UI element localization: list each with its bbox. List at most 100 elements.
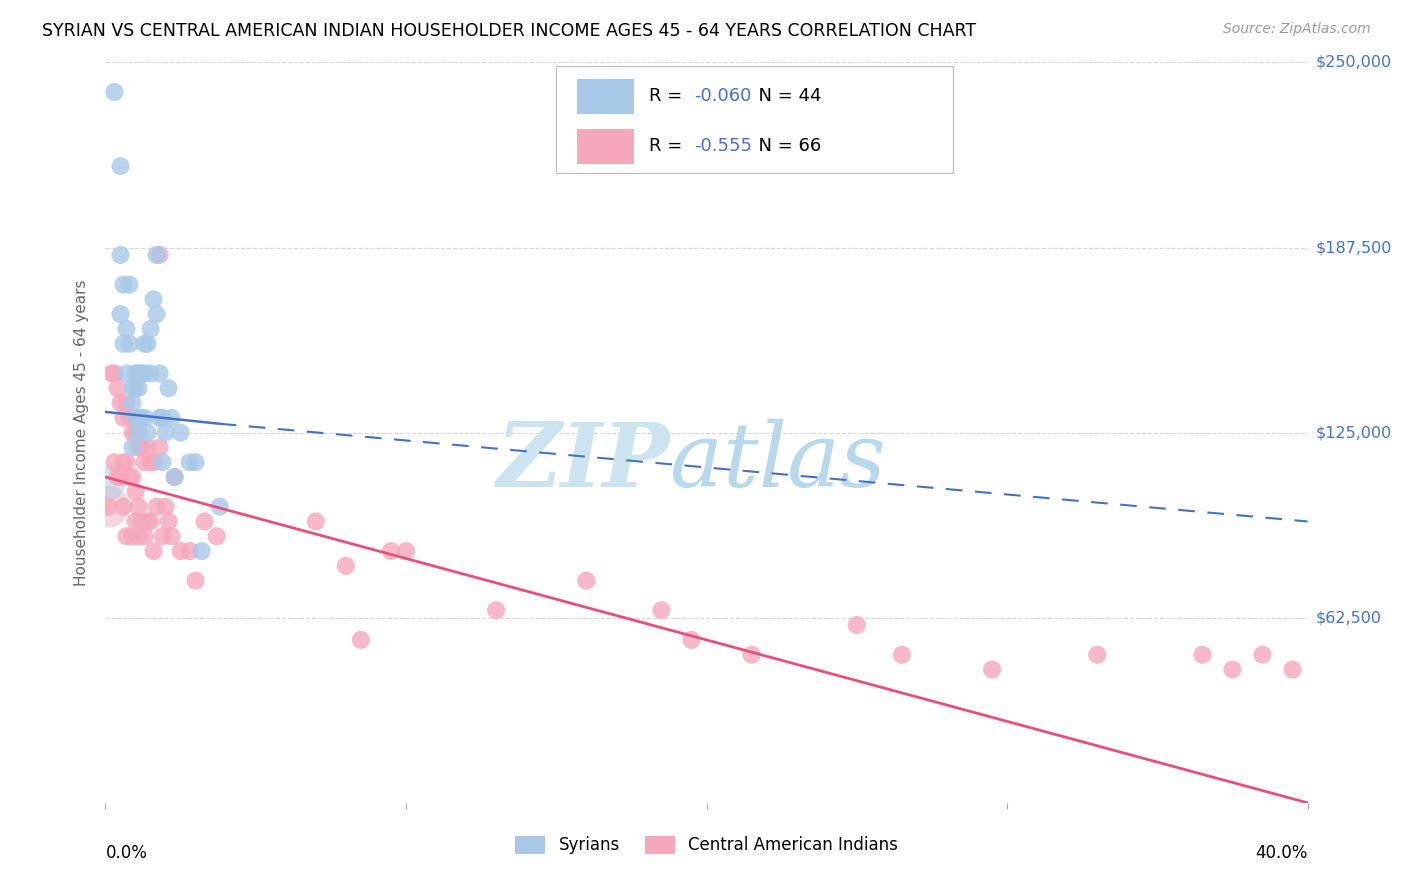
Point [650,603,672,617]
Text: -0.060: -0.060 [695,87,752,104]
Text: 40.0%: 40.0% [1256,844,1308,862]
Point [112,277,135,292]
Point [335,558,357,573]
Point [124,381,146,395]
Text: -0.555: -0.555 [695,136,752,154]
Text: $187,500: $187,500 [1316,240,1392,255]
Y-axis label: Householder Income Ages 45 - 64 years: Householder Income Ages 45 - 64 years [73,279,89,586]
Point [124,515,146,529]
Point [741,648,763,662]
Point [190,544,212,558]
Point [142,455,165,469]
FancyBboxPatch shape [557,66,953,173]
Point [136,441,159,455]
Point [142,544,165,558]
Point [110,248,132,262]
Point [184,574,207,588]
Text: $250,000: $250,000 [1316,55,1392,70]
Point [134,367,156,381]
Point [395,544,418,558]
Point [1281,663,1303,677]
Point [681,632,703,647]
Text: N = 66: N = 66 [748,136,821,154]
Legend: Syrians, Central American Indians: Syrians, Central American Indians [509,829,904,861]
Point [1085,648,1108,662]
Point [145,500,167,514]
Point [1191,648,1213,662]
Point [121,425,143,440]
Point [152,410,174,425]
Text: $125,000: $125,000 [1316,425,1392,440]
Point [107,470,129,484]
Point [157,381,180,395]
Point [134,410,156,425]
Point [163,470,186,484]
Point [148,441,170,455]
Point [115,455,138,469]
Point [134,336,156,351]
Point [115,396,138,410]
Point [139,515,162,529]
Point [110,470,132,484]
Point [845,618,868,632]
Point [139,322,162,336]
Point [380,544,402,558]
Point [131,410,153,425]
Point [139,455,162,469]
Point [184,455,207,469]
Text: Source: ZipAtlas.com: Source: ZipAtlas.com [1223,22,1371,37]
Text: R =: R = [648,136,688,154]
Point [155,500,177,514]
Point [118,336,141,351]
Point [136,515,159,529]
Point [145,307,167,321]
Point [103,85,125,99]
Point [115,367,138,381]
Text: $62,500: $62,500 [1316,610,1382,625]
Point [128,441,150,455]
Point [124,410,146,425]
Point [103,367,125,381]
Point [112,500,135,514]
Point [155,425,177,440]
Point [121,441,143,455]
Point [169,544,191,558]
Point [128,529,150,543]
Point [169,425,191,440]
Point [305,515,328,529]
Point [107,381,129,395]
Point [124,484,146,499]
Point [110,307,132,321]
Point [118,410,141,425]
Point [890,648,912,662]
Point [97,475,120,490]
Point [121,381,143,395]
Point [142,293,165,307]
Point [148,410,170,425]
Point [131,367,153,381]
Point [981,663,1004,677]
Point [148,248,170,262]
Text: R =: R = [648,87,688,104]
Text: 0.0%: 0.0% [105,844,148,862]
FancyBboxPatch shape [576,78,634,114]
Point [485,603,508,617]
Point [131,441,153,455]
Point [145,248,167,262]
Point [152,529,174,543]
Point [179,455,201,469]
Point [139,367,162,381]
Point [118,470,141,484]
Point [1251,648,1274,662]
Point [103,455,125,469]
Point [112,410,135,425]
Point [121,529,143,543]
Point [128,367,150,381]
Point [112,455,135,469]
Point [350,632,373,647]
Point [163,470,186,484]
Point [208,500,231,514]
Point [134,529,156,543]
Point [121,470,143,484]
Point [124,425,146,440]
